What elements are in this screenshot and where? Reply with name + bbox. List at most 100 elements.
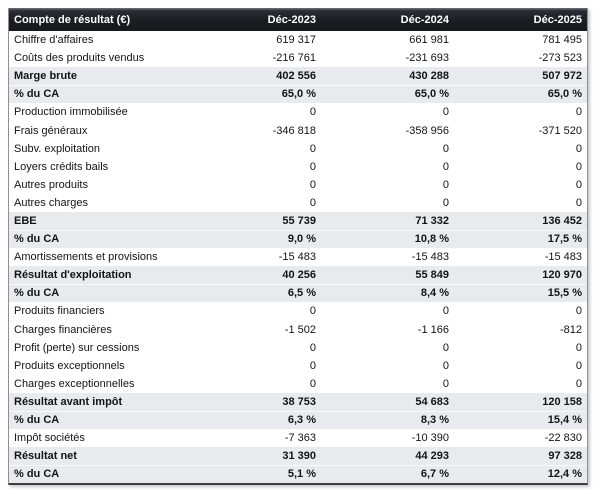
row-label: Charges financières	[14, 323, 112, 336]
row-value-dec-2025: 65,0 %	[547, 88, 582, 101]
row-value-dec-2023: 0	[309, 178, 316, 191]
row-value-dec-2023: 0	[309, 160, 316, 173]
row-value-dec-2024: 0	[442, 160, 449, 173]
row-value-dec-2025: 507 972	[542, 70, 582, 83]
table-row: Produits exceptionnels 0 0 0	[9, 356, 587, 375]
row-value-dec-2025: 781 495	[542, 34, 582, 47]
income-statement-table: Compte de résultat (€) Déc-2023 Déc-2024…	[8, 8, 588, 486]
table-row: Autres charges 0 0 0	[9, 193, 587, 212]
row-value-dec-2023: 0	[309, 142, 316, 155]
row-value-dec-2024: 65,0 %	[414, 88, 449, 101]
row-label: Résultat net	[14, 450, 77, 463]
column-header-dec-2025: Déc-2025	[533, 13, 582, 26]
table-row: Impôt sociétés -7 363 -10 390 -22 830	[9, 429, 587, 448]
row-value-dec-2023: -1 502	[284, 323, 316, 336]
row-value-dec-2023: 0	[309, 359, 316, 372]
row-value-dec-2023: 38 753	[282, 395, 316, 408]
row-value-dec-2023: 40 256	[282, 269, 316, 282]
row-value-dec-2023: 619 317	[276, 34, 316, 47]
row-value-dec-2023: 0	[309, 377, 316, 390]
row-label: Impôt sociétés	[14, 432, 85, 445]
column-header-title: Compte de résultat (€)	[14, 13, 131, 26]
row-label: Charges exceptionnelles	[14, 377, 135, 390]
row-value-dec-2025: 15,4 %	[547, 414, 582, 427]
row-value-dec-2023: 402 556	[276, 70, 316, 83]
row-label: Subv. exploitation	[14, 142, 101, 155]
row-value-dec-2024: -15 483	[411, 251, 449, 264]
row-label: Autres produits	[14, 178, 88, 191]
row-value-dec-2025: -22 830	[544, 432, 582, 445]
row-value-dec-2024: 0	[442, 305, 449, 318]
table-row: Coûts des produits vendus -216 761 -231 …	[9, 49, 587, 68]
row-label: Produits exceptionnels	[14, 359, 125, 372]
row-value-dec-2024: 8,3 %	[420, 414, 449, 427]
table-body: Chiffre d'affaires 619 317 661 981 781 4…	[9, 31, 587, 484]
row-value-dec-2023: 65,0 %	[281, 88, 316, 101]
row-value-dec-2024: -1 166	[417, 323, 449, 336]
row-label: % du CA	[14, 287, 60, 300]
row-label: % du CA	[14, 88, 60, 101]
row-value-dec-2023: 0	[309, 106, 316, 119]
row-label: Profit (perte) sur cessions	[14, 341, 140, 354]
row-value-dec-2023: 0	[309, 341, 316, 354]
row-label: Chiffre d'affaires	[14, 34, 94, 47]
row-value-dec-2023: 6,3 %	[287, 414, 316, 427]
row-value-dec-2025: 0	[575, 106, 582, 119]
row-label: Loyers crédits bails	[14, 160, 109, 173]
table-row: Autres produits 0 0 0	[9, 175, 587, 194]
table-row: % du CA 5,1 % 6,7 % 12,4 %	[9, 465, 587, 484]
table-row: % du CA 6,3 % 8,3 % 15,4 %	[9, 410, 587, 430]
table-row: Subv. exploitation 0 0 0	[9, 139, 587, 158]
table-row: Charges financières -1 502 -1 166 -812	[9, 320, 587, 339]
row-value-dec-2024: 0	[442, 142, 449, 155]
row-value-dec-2023: 9,0 %	[287, 233, 316, 246]
row-value-dec-2024: 71 332	[415, 214, 449, 227]
row-label: % du CA	[14, 233, 60, 246]
row-value-dec-2025: 0	[575, 160, 582, 173]
row-label: % du CA	[14, 414, 60, 427]
row-label: Amortissements et provisions	[14, 251, 158, 264]
row-value-dec-2023: 0	[309, 305, 316, 318]
row-label: Frais généraux	[14, 124, 88, 137]
row-value-dec-2024: 55 849	[415, 269, 449, 282]
table-row: % du CA 65,0 % 65,0 % 65,0 %	[9, 85, 587, 104]
row-value-dec-2023: -216 761	[272, 52, 316, 65]
row-value-dec-2024: 6,7 %	[420, 468, 449, 481]
row-value-dec-2024: 0	[442, 377, 449, 390]
row-value-dec-2025: -273 523	[538, 52, 582, 65]
row-value-dec-2023: 55 739	[282, 214, 316, 227]
table-row: Résultat avant impôt 38 753 54 683 120 1…	[9, 392, 587, 411]
row-value-dec-2025: 120 158	[542, 395, 582, 408]
table-row: Chiffre d'affaires 619 317 661 981 781 4…	[9, 31, 587, 50]
row-value-dec-2023: -15 483	[278, 251, 316, 264]
row-label: EBE	[14, 214, 37, 227]
row-value-dec-2023: -7 363	[284, 432, 316, 445]
row-label: Marge brute	[14, 70, 77, 83]
table-row: Production immobilisée 0 0 0	[9, 103, 587, 122]
table-row: Amortissements et provisions -15 483 -15…	[9, 248, 587, 267]
row-value-dec-2024: 0	[442, 178, 449, 191]
column-header-dec-2023: Déc-2023	[267, 13, 316, 26]
row-value-dec-2023: 6,5 %	[287, 287, 316, 300]
row-value-dec-2025: 97 328	[548, 450, 582, 463]
row-label: Résultat d'exploitation	[14, 269, 132, 282]
table-row: % du CA 6,5 % 8,4 % 15,5 %	[9, 284, 587, 303]
row-label: Résultat avant impôt	[14, 395, 123, 408]
row-label: Coûts des produits vendus	[14, 52, 145, 65]
row-value-dec-2025: 12,4 %	[547, 468, 582, 481]
row-value-dec-2024: 0	[442, 196, 449, 209]
row-value-dec-2023: -346 818	[272, 124, 316, 137]
row-value-dec-2023: 0	[309, 196, 316, 209]
row-value-dec-2025: 0	[575, 142, 582, 155]
row-value-dec-2025: -15 483	[544, 251, 582, 264]
row-value-dec-2024: 8,4 %	[420, 287, 449, 300]
row-value-dec-2025: 0	[575, 305, 582, 318]
row-value-dec-2025: -371 520	[538, 124, 582, 137]
table-row: % du CA 9,0 % 10,8 % 17,5 %	[9, 230, 587, 249]
table-row: Produits financiers 0 0 0	[9, 302, 587, 321]
row-value-dec-2025: 0	[575, 196, 582, 209]
table-row: Profit (perte) sur cessions 0 0 0	[9, 338, 587, 357]
row-value-dec-2024: -10 390	[411, 432, 449, 445]
row-value-dec-2024: 661 981	[409, 34, 449, 47]
row-value-dec-2025: 0	[575, 178, 582, 191]
